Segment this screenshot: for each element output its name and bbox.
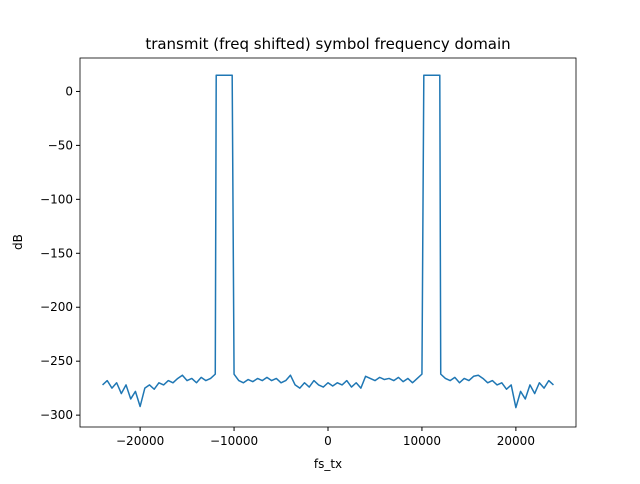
y-tick-label: −200 [40, 300, 73, 314]
y-tick-label: −300 [40, 408, 73, 422]
data-line [102, 74, 554, 409]
y-axis-label: dB [11, 234, 25, 250]
y-tick-label: −150 [40, 246, 73, 260]
plot-frame [79, 57, 577, 428]
y-tick-label: −100 [40, 192, 73, 206]
y-tick-label: −50 [48, 138, 73, 152]
x-tick-label: −10000 [210, 434, 258, 448]
x-axis-label: fs_tx [314, 457, 342, 471]
chart-title: transmit (freq shifted) symbol frequency… [145, 35, 510, 53]
x-tick-label: 20000 [497, 434, 535, 448]
y-tick-label: 0 [65, 84, 73, 98]
x-tick-label: 10000 [403, 434, 441, 448]
x-tick-label: 0 [324, 434, 332, 448]
x-tick-label: −20000 [116, 434, 164, 448]
y-tick-label: −250 [40, 354, 73, 368]
